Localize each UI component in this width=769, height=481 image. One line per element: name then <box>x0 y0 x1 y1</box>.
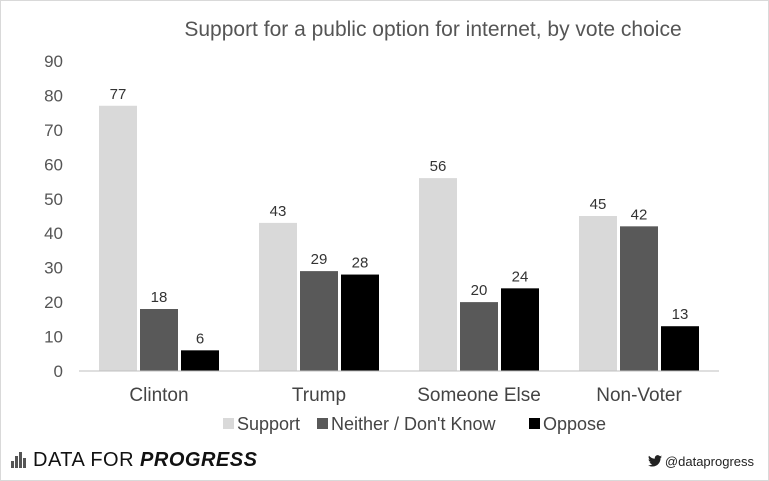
bar <box>341 274 379 371</box>
bar <box>620 226 658 371</box>
y-tick-label: 90 <box>44 52 63 71</box>
data-label: 24 <box>512 268 529 285</box>
legend-swatch <box>317 418 328 429</box>
bar <box>460 302 498 371</box>
legend-label: Oppose <box>543 414 606 434</box>
bar <box>181 350 219 371</box>
y-tick-label: 0 <box>54 362 63 381</box>
data-label: 77 <box>110 86 127 103</box>
category-label: Trump <box>292 385 346 406</box>
twitter-icon <box>647 455 662 467</box>
bar <box>140 309 178 371</box>
brand-name: PROGRESS <box>140 448 258 471</box>
bar <box>501 288 539 371</box>
data-label: 18 <box>151 289 168 306</box>
bar-logo-icon <box>11 452 27 468</box>
data-label: 43 <box>270 203 287 220</box>
twitter-handle: @dataprogress <box>664 453 754 469</box>
social-handle: @dataprogress <box>647 451 754 471</box>
category-label: Non-Voter <box>596 385 682 406</box>
y-tick-label: 40 <box>44 224 63 243</box>
bar <box>300 271 338 371</box>
category-label: Someone Else <box>417 385 541 406</box>
brand-logo: DATA FOR PROGRESS <box>11 449 257 471</box>
y-tick-label: 30 <box>44 259 63 278</box>
brand-prefix: DATA FOR <box>33 448 135 471</box>
y-tick-label: 70 <box>44 121 63 140</box>
bar <box>419 178 457 371</box>
data-label: 28 <box>352 255 369 272</box>
data-label: 20 <box>471 282 488 299</box>
data-label: 13 <box>672 306 689 323</box>
legend-swatch <box>223 418 234 429</box>
bar <box>579 216 617 371</box>
data-label: 29 <box>311 251 328 268</box>
y-tick-label: 60 <box>44 155 63 174</box>
data-label: 56 <box>430 158 447 175</box>
chart-title: Support for a public option for internet… <box>184 18 681 41</box>
legend-swatch <box>529 418 540 429</box>
y-tick-label: 20 <box>44 293 63 312</box>
y-tick-label: 80 <box>44 86 63 105</box>
legend-label: Support <box>237 414 300 434</box>
bar <box>661 326 699 371</box>
data-label: 6 <box>196 330 204 347</box>
data-label: 45 <box>590 196 607 213</box>
y-tick-label: 10 <box>44 328 63 347</box>
legend: Support Neither / Don't Know Oppose <box>223 414 606 434</box>
legend-label: Neither / Don't Know <box>331 414 497 434</box>
bar <box>99 105 137 372</box>
bar <box>259 222 297 371</box>
category-label: Clinton <box>129 385 188 406</box>
y-tick-label: 50 <box>44 190 63 209</box>
data-label: 42 <box>631 206 648 223</box>
